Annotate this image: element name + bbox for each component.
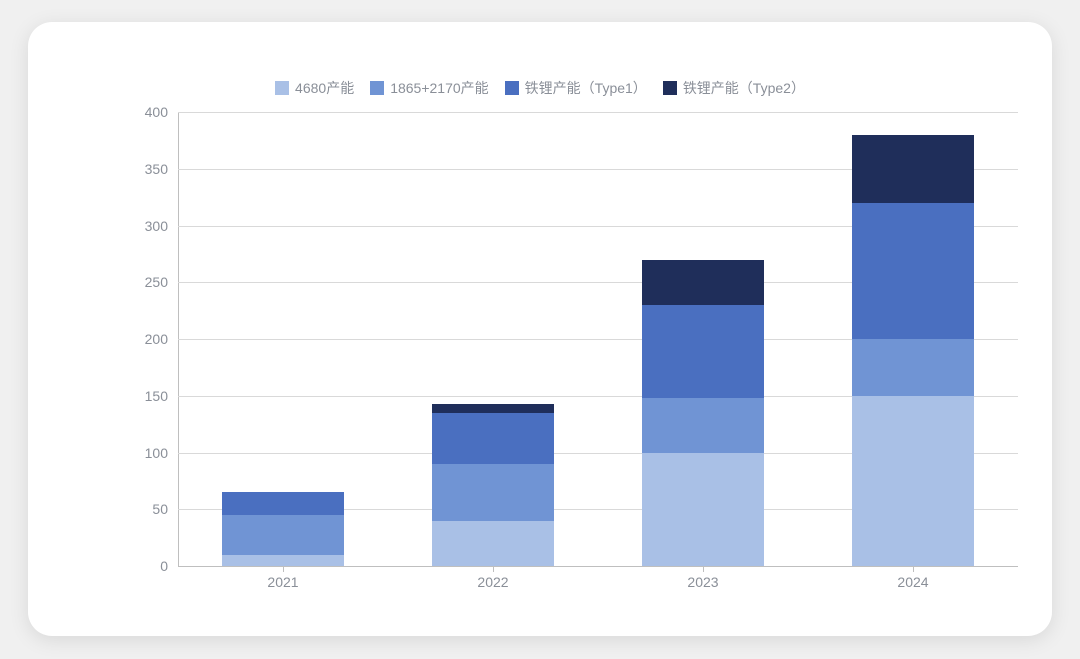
x-axis-line <box>178 566 1018 567</box>
legend-item-s3: 铁锂产能（Type1） <box>505 78 647 98</box>
plot-area: 0501001502002503003504002021202220232024 <box>178 112 1018 566</box>
bar-seg-s2 <box>852 339 974 396</box>
bar-seg-s4 <box>432 404 554 413</box>
bar-seg-s2 <box>642 398 764 452</box>
bar-seg-s3 <box>852 203 974 339</box>
y-tick-label: 50 <box>152 501 168 517</box>
legend-label: 铁锂产能（Type1） <box>525 78 647 98</box>
x-tick-label: 2021 <box>267 574 298 590</box>
legend-label: 铁锂产能（Type2） <box>683 78 805 98</box>
y-tick-label: 100 <box>145 445 168 461</box>
bar-seg-s3 <box>642 305 764 398</box>
y-tick-label: 400 <box>145 104 168 120</box>
x-tick <box>913 566 914 572</box>
y-tick-label: 0 <box>160 558 168 574</box>
y-tick-label: 250 <box>145 274 168 290</box>
y-tick-label: 200 <box>145 331 168 347</box>
bar-seg-s2 <box>432 464 554 521</box>
legend-swatch <box>663 81 677 95</box>
y-tick-label: 150 <box>145 388 168 404</box>
gridline <box>178 112 1018 113</box>
legend-swatch <box>370 81 384 95</box>
chart-card: 4680产能1865+2170产能铁锂产能（Type1）铁锂产能（Type2） … <box>28 22 1052 636</box>
bar-seg-s3 <box>432 413 554 464</box>
bar-seg-s4 <box>852 135 974 203</box>
bar-seg-s1 <box>432 521 554 566</box>
x-tick <box>283 566 284 572</box>
x-tick <box>703 566 704 572</box>
bar-seg-s4 <box>642 260 764 305</box>
legend-swatch <box>275 81 289 95</box>
legend-item-s1: 4680产能 <box>275 78 354 98</box>
legend-label: 4680产能 <box>295 78 354 98</box>
bar-seg-s1 <box>222 555 344 566</box>
bar-seg-s2 <box>222 515 344 555</box>
y-tick-label: 300 <box>145 218 168 234</box>
x-tick <box>493 566 494 572</box>
legend-swatch <box>505 81 519 95</box>
x-tick-label: 2024 <box>897 574 928 590</box>
bar-seg-s3 <box>222 492 344 515</box>
x-tick-label: 2023 <box>687 574 718 590</box>
legend-label: 1865+2170产能 <box>390 78 488 98</box>
legend-item-s2: 1865+2170产能 <box>370 78 488 98</box>
legend: 4680产能 1865+2170产能 铁锂产能（Type1） 铁锂产能（Type2） <box>28 78 1052 98</box>
x-tick-label: 2022 <box>477 574 508 590</box>
bar-seg-s1 <box>852 396 974 566</box>
legend-item-s4: 铁锂产能（Type2） <box>663 78 805 98</box>
bar-seg-s1 <box>642 453 764 567</box>
y-tick-label: 350 <box>145 161 168 177</box>
